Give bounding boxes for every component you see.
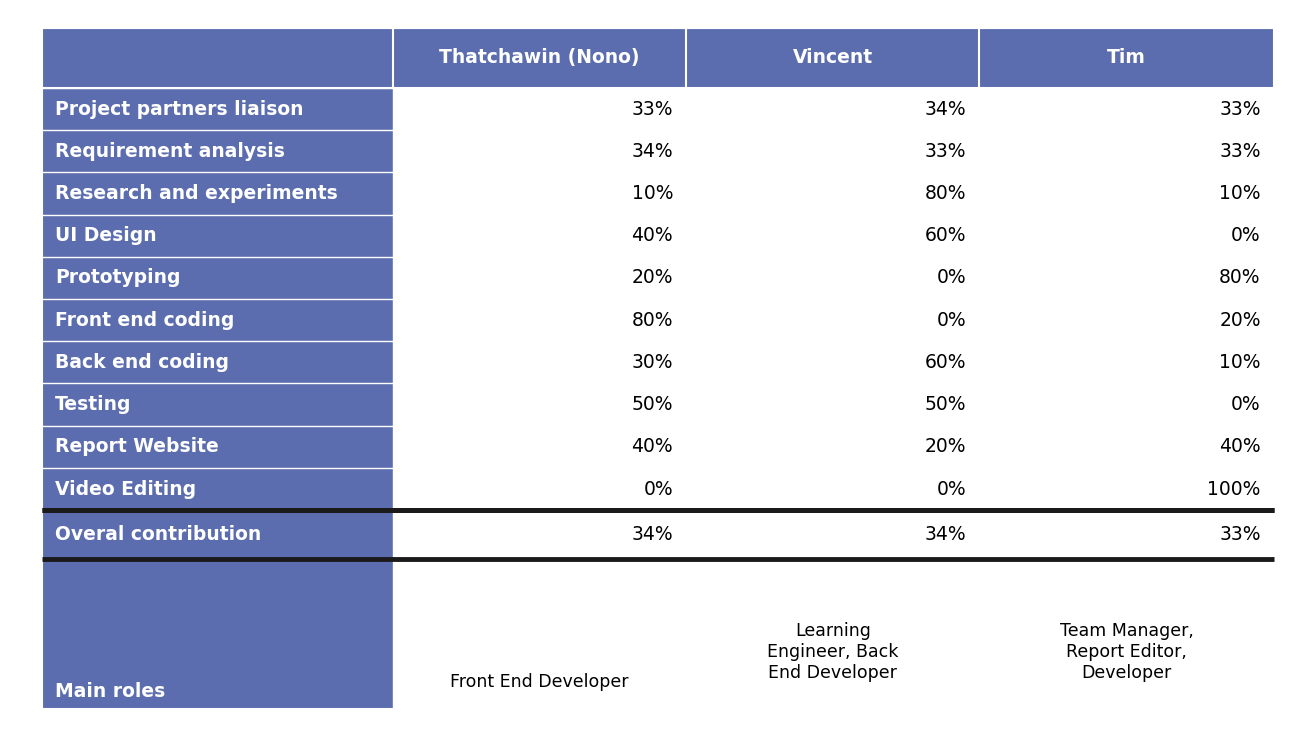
Text: Report Website: Report Website: [55, 437, 218, 456]
Text: 60%: 60%: [925, 353, 966, 372]
Text: Thatchawin (Nono): Thatchawin (Nono): [440, 49, 640, 68]
Text: 0%: 0%: [937, 311, 966, 329]
Bar: [393, 214, 687, 256]
Bar: [979, 510, 1274, 559]
Bar: [393, 172, 687, 214]
Bar: [687, 88, 979, 130]
Text: 34%: 34%: [925, 525, 966, 544]
Bar: [393, 426, 687, 468]
Bar: [979, 426, 1274, 468]
Text: 0%: 0%: [644, 480, 674, 498]
Bar: [687, 341, 979, 383]
Text: 20%: 20%: [632, 268, 674, 287]
Bar: [687, 172, 979, 214]
Text: 33%: 33%: [925, 142, 966, 161]
Text: 30%: 30%: [632, 353, 674, 372]
Bar: [979, 559, 1274, 709]
Bar: [687, 426, 979, 468]
Text: Research and experiments: Research and experiments: [55, 184, 338, 203]
Bar: [393, 559, 687, 709]
Text: UI Design: UI Design: [55, 226, 157, 245]
Text: 34%: 34%: [925, 99, 966, 119]
Bar: [393, 88, 687, 130]
Text: 34%: 34%: [632, 142, 674, 161]
Text: Prototyping: Prototyping: [55, 268, 180, 287]
Bar: [979, 468, 1274, 510]
Text: Back end coding: Back end coding: [55, 353, 229, 372]
Bar: [979, 214, 1274, 256]
Bar: [393, 468, 687, 510]
Text: 40%: 40%: [1219, 437, 1261, 456]
Text: 33%: 33%: [1219, 142, 1261, 161]
Text: 80%: 80%: [632, 311, 674, 329]
Bar: [393, 299, 687, 341]
Text: 50%: 50%: [632, 395, 674, 414]
Text: 34%: 34%: [632, 525, 674, 544]
Bar: [687, 130, 979, 172]
Bar: [979, 299, 1274, 341]
Text: 0%: 0%: [937, 268, 966, 287]
Text: Tim: Tim: [1107, 49, 1146, 68]
Text: 0%: 0%: [1230, 226, 1261, 245]
Bar: [979, 130, 1274, 172]
Text: 10%: 10%: [1219, 353, 1261, 372]
Bar: [687, 468, 979, 510]
Text: 40%: 40%: [632, 226, 674, 245]
Text: Overal contribution: Overal contribution: [55, 525, 262, 544]
Bar: [393, 256, 687, 299]
Bar: [393, 130, 687, 172]
Text: 20%: 20%: [1219, 311, 1261, 329]
Text: Team Manager,
Report Editor,
Developer: Team Manager, Report Editor, Developer: [1059, 622, 1194, 682]
Bar: [393, 510, 687, 559]
Bar: [979, 383, 1274, 426]
Bar: [687, 510, 979, 559]
Text: Video Editing: Video Editing: [55, 480, 196, 498]
Text: 33%: 33%: [1219, 525, 1261, 544]
Text: Requirement analysis: Requirement analysis: [55, 142, 286, 161]
Text: Testing: Testing: [55, 395, 132, 414]
Text: 50%: 50%: [925, 395, 966, 414]
Bar: [687, 256, 979, 299]
Text: 0%: 0%: [937, 480, 966, 498]
Text: 100%: 100%: [1207, 480, 1261, 498]
Bar: [979, 341, 1274, 383]
Bar: [687, 299, 979, 341]
Text: 10%: 10%: [632, 184, 674, 203]
Bar: [393, 383, 687, 426]
Text: Vincent: Vincent: [792, 49, 873, 68]
Text: 0%: 0%: [1230, 395, 1261, 414]
Text: 20%: 20%: [925, 437, 966, 456]
Text: 33%: 33%: [632, 99, 674, 119]
Bar: [687, 214, 979, 256]
Bar: [687, 383, 979, 426]
Text: Project partners liaison: Project partners liaison: [55, 99, 304, 119]
Bar: [979, 172, 1274, 214]
Text: 80%: 80%: [925, 184, 966, 203]
Text: 60%: 60%: [925, 226, 966, 245]
Bar: [979, 256, 1274, 299]
Bar: [979, 88, 1274, 130]
Bar: [687, 559, 979, 709]
Text: 40%: 40%: [632, 437, 674, 456]
Text: 10%: 10%: [1219, 184, 1261, 203]
Text: Front End Developer: Front End Developer: [450, 673, 629, 691]
Text: 80%: 80%: [1219, 268, 1261, 287]
Text: Main roles: Main roles: [55, 682, 166, 700]
Text: Front end coding: Front end coding: [55, 311, 234, 329]
Bar: [393, 341, 687, 383]
Text: 33%: 33%: [1219, 99, 1261, 119]
Text: Learning
Engineer, Back
End Developer: Learning Engineer, Back End Developer: [767, 622, 899, 682]
